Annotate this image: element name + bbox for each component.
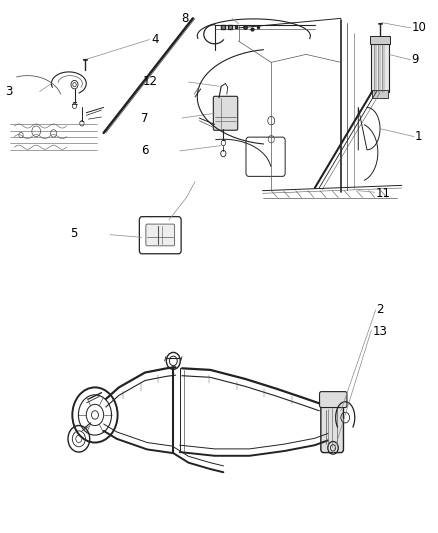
- Text: 3: 3: [5, 85, 12, 98]
- Text: 4: 4: [152, 33, 159, 46]
- Bar: [371, 44, 389, 92]
- Text: 10: 10: [411, 21, 426, 35]
- FancyBboxPatch shape: [139, 216, 181, 254]
- Text: 5: 5: [70, 227, 78, 240]
- Text: 9: 9: [411, 53, 419, 66]
- Text: 11: 11: [376, 187, 391, 200]
- FancyBboxPatch shape: [146, 224, 175, 246]
- FancyBboxPatch shape: [246, 137, 285, 176]
- Bar: [371, 36, 390, 44]
- Text: 12: 12: [143, 76, 158, 88]
- FancyBboxPatch shape: [213, 96, 238, 130]
- Text: 8: 8: [181, 12, 188, 25]
- Bar: [372, 90, 388, 98]
- FancyBboxPatch shape: [320, 392, 347, 408]
- Text: 1: 1: [415, 130, 422, 143]
- Text: 7: 7: [141, 111, 148, 125]
- Text: 6: 6: [141, 144, 149, 157]
- Text: 2: 2: [377, 303, 384, 317]
- FancyBboxPatch shape: [321, 401, 343, 453]
- Text: 13: 13: [372, 325, 387, 338]
